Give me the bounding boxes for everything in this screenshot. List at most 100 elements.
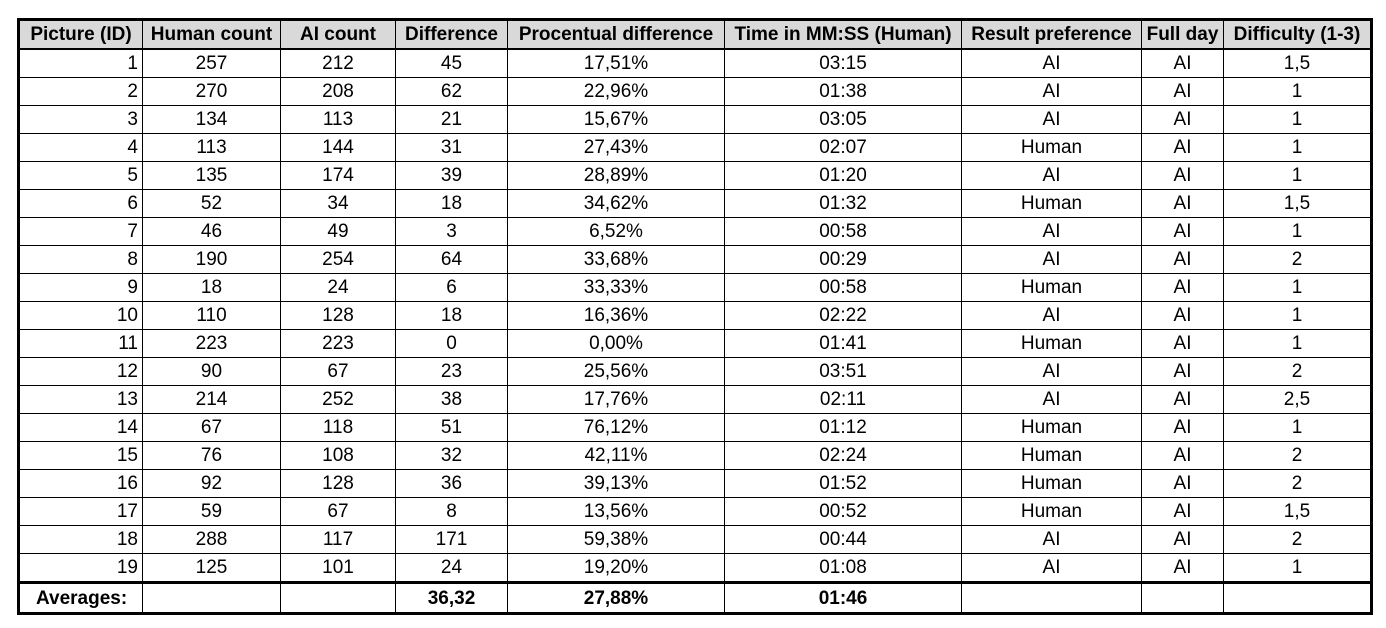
human-count-cell[interactable]: 52 — [142, 189, 281, 218]
full-day-cell[interactable]: AI — [1141, 525, 1224, 554]
picture-id-cell[interactable]: 9 — [17, 273, 143, 302]
picture-id-cell[interactable]: 15 — [17, 441, 143, 470]
procentual-difference-cell[interactable]: 34,62% — [507, 189, 725, 218]
time-cell[interactable]: 01:08 — [724, 553, 962, 583]
result-preference-cell[interactable]: AI — [961, 217, 1142, 246]
procentual-difference-cell[interactable]: 59,38% — [507, 525, 725, 554]
ai-count-cell[interactable]: 144 — [280, 133, 396, 162]
procentual-difference-cell[interactable]: 6,52% — [507, 217, 725, 246]
result-preference-cell[interactable]: AI — [961, 385, 1142, 414]
averages-difficulty-cell[interactable] — [1223, 581, 1373, 615]
result-preference-cell[interactable]: AI — [961, 105, 1142, 134]
averages-procentual-difference[interactable]: 27,88% — [507, 581, 725, 615]
difference-cell[interactable]: 18 — [395, 189, 508, 218]
difficulty-cell[interactable]: 1,5 — [1223, 189, 1373, 218]
time-cell[interactable]: 02:11 — [724, 385, 962, 414]
human-count-cell[interactable]: 223 — [142, 329, 281, 358]
time-cell[interactable]: 02:22 — [724, 301, 962, 330]
picture-id-cell[interactable]: 16 — [17, 469, 143, 498]
time-cell[interactable]: 02:07 — [724, 133, 962, 162]
picture-id-cell[interactable]: 19 — [17, 553, 143, 583]
full-day-cell[interactable]: AI — [1141, 329, 1224, 358]
difficulty-cell[interactable]: 2 — [1223, 441, 1373, 470]
human-count-cell[interactable]: 46 — [142, 217, 281, 246]
result-preference-cell[interactable]: AI — [961, 161, 1142, 190]
picture-id-cell[interactable]: 14 — [17, 413, 143, 442]
full-day-cell[interactable]: AI — [1141, 77, 1224, 106]
difference-cell[interactable]: 18 — [395, 301, 508, 330]
time-cell[interactable]: 01:32 — [724, 189, 962, 218]
difference-cell[interactable]: 0 — [395, 329, 508, 358]
full-day-cell[interactable]: AI — [1141, 133, 1224, 162]
picture-id-cell[interactable]: 3 — [17, 105, 143, 134]
ai-count-cell[interactable]: 128 — [280, 301, 396, 330]
time-cell[interactable]: 01:20 — [724, 161, 962, 190]
difficulty-cell[interactable]: 1 — [1223, 329, 1373, 358]
picture-id-cell[interactable]: 17 — [17, 497, 143, 526]
human-count-cell[interactable]: 59 — [142, 497, 281, 526]
difficulty-cell[interactable]: 1 — [1223, 553, 1373, 583]
human-count-cell[interactable]: 18 — [142, 273, 281, 302]
human-count-cell[interactable]: 110 — [142, 301, 281, 330]
difference-cell[interactable]: 171 — [395, 525, 508, 554]
header-full-day[interactable]: Full day — [1141, 18, 1224, 50]
difficulty-cell[interactable]: 2,5 — [1223, 385, 1373, 414]
header-time-human[interactable]: Time in MM:SS (Human) — [724, 18, 962, 50]
ai-count-cell[interactable]: 108 — [280, 441, 396, 470]
full-day-cell[interactable]: AI — [1141, 413, 1224, 442]
picture-id-cell[interactable]: 4 — [17, 133, 143, 162]
full-day-cell[interactable]: AI — [1141, 441, 1224, 470]
picture-id-cell[interactable]: 12 — [17, 357, 143, 386]
time-cell[interactable]: 00:29 — [724, 245, 962, 274]
averages-full-day-cell[interactable] — [1141, 581, 1224, 615]
procentual-difference-cell[interactable]: 16,36% — [507, 301, 725, 330]
ai-count-cell[interactable]: 117 — [280, 525, 396, 554]
header-human-count[interactable]: Human count — [142, 18, 281, 50]
averages-ai-count-cell[interactable] — [280, 581, 396, 615]
full-day-cell[interactable]: AI — [1141, 105, 1224, 134]
procentual-difference-cell[interactable]: 28,89% — [507, 161, 725, 190]
difficulty-cell[interactable]: 2 — [1223, 357, 1373, 386]
result-preference-cell[interactable]: AI — [961, 525, 1142, 554]
full-day-cell[interactable]: AI — [1141, 497, 1224, 526]
result-preference-cell[interactable]: AI — [961, 77, 1142, 106]
difference-cell[interactable]: 31 — [395, 133, 508, 162]
time-cell[interactable]: 00:58 — [724, 273, 962, 302]
header-ai-count[interactable]: AI count — [280, 18, 396, 50]
difference-cell[interactable]: 8 — [395, 497, 508, 526]
procentual-difference-cell[interactable]: 33,33% — [507, 273, 725, 302]
difficulty-cell[interactable]: 1 — [1223, 301, 1373, 330]
time-cell[interactable]: 00:58 — [724, 217, 962, 246]
picture-id-cell[interactable]: 6 — [17, 189, 143, 218]
result-preference-cell[interactable]: AI — [961, 48, 1142, 78]
picture-id-cell[interactable]: 10 — [17, 301, 143, 330]
difference-cell[interactable]: 51 — [395, 413, 508, 442]
ai-count-cell[interactable]: 174 — [280, 161, 396, 190]
difference-cell[interactable]: 24 — [395, 553, 508, 583]
full-day-cell[interactable]: AI — [1141, 273, 1224, 302]
time-cell[interactable]: 00:52 — [724, 497, 962, 526]
procentual-difference-cell[interactable]: 15,67% — [507, 105, 725, 134]
averages-result-preference-cell[interactable] — [961, 581, 1142, 615]
full-day-cell[interactable]: AI — [1141, 217, 1224, 246]
header-difference[interactable]: Difference — [395, 18, 508, 50]
ai-count-cell[interactable]: 252 — [280, 385, 396, 414]
time-cell[interactable]: 00:44 — [724, 525, 962, 554]
difficulty-cell[interactable]: 1 — [1223, 413, 1373, 442]
result-preference-cell[interactable]: Human — [961, 133, 1142, 162]
header-procentual-difference[interactable]: Procentual difference — [507, 18, 725, 50]
human-count-cell[interactable]: 270 — [142, 77, 281, 106]
procentual-difference-cell[interactable]: 17,76% — [507, 385, 725, 414]
picture-id-cell[interactable]: 1 — [17, 48, 143, 78]
full-day-cell[interactable]: AI — [1141, 301, 1224, 330]
human-count-cell[interactable]: 76 — [142, 441, 281, 470]
ai-count-cell[interactable]: 208 — [280, 77, 396, 106]
difficulty-cell[interactable]: 1,5 — [1223, 497, 1373, 526]
procentual-difference-cell[interactable]: 42,11% — [507, 441, 725, 470]
difficulty-cell[interactable]: 1 — [1223, 161, 1373, 190]
difficulty-cell[interactable]: 1 — [1223, 217, 1373, 246]
difference-cell[interactable]: 64 — [395, 245, 508, 274]
picture-id-cell[interactable]: 7 — [17, 217, 143, 246]
difficulty-cell[interactable]: 1,5 — [1223, 48, 1373, 78]
header-difficulty[interactable]: Difficulty (1-3) — [1223, 18, 1373, 50]
